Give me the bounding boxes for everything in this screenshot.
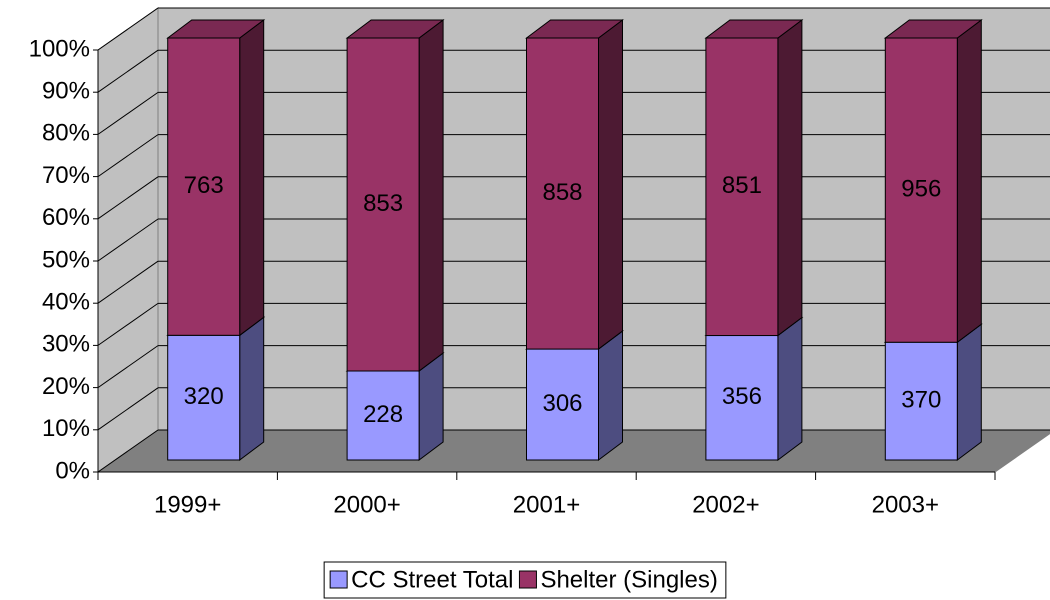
y-tick-label: 20% (42, 373, 90, 400)
bar (526, 348, 599, 461)
grid-line (97, 49, 159, 93)
grid-line (97, 134, 159, 178)
bar (705, 335, 779, 461)
legend-label: CC Street Total (351, 566, 513, 593)
y-tick-label: 30% (42, 331, 90, 358)
x-tick-label: 1999+ (154, 491, 221, 518)
grid-line (97, 218, 159, 262)
bar-side (777, 19, 803, 337)
grid-line (97, 7, 159, 51)
bar-side (777, 316, 803, 461)
y-tick-label: 100% (29, 35, 90, 62)
bar-side (418, 351, 444, 461)
x-tick-label: 2000+ (333, 491, 400, 518)
y-tick-label: 60% (42, 204, 90, 231)
y-tick-label: 10% (42, 415, 90, 442)
bar-side (956, 323, 982, 461)
bar-side (239, 19, 265, 337)
data-label: 370 (901, 386, 941, 413)
x-tick-label: 2002+ (692, 491, 759, 518)
bar-side (239, 316, 265, 461)
x-tick-label: 2001+ (513, 491, 580, 518)
data-label: 763 (184, 172, 224, 199)
bar (705, 37, 779, 337)
bar (884, 37, 958, 343)
data-label: 356 (722, 383, 762, 410)
bar-side (598, 330, 623, 461)
legend-label: Shelter (Singles) (540, 566, 717, 593)
data-label: 853 (363, 190, 403, 217)
bar-side (598, 19, 623, 351)
bar (884, 341, 958, 461)
data-label: 228 (363, 401, 403, 428)
grid-line (97, 429, 159, 473)
bar (346, 37, 420, 372)
bar-side (418, 19, 444, 372)
data-label: 851 (722, 172, 762, 199)
legend-swatch (518, 570, 537, 589)
y-tick-label: 80% (42, 120, 90, 147)
y-tick-label: 50% (42, 246, 90, 273)
y-tick-label: 70% (42, 162, 90, 189)
grid-line (97, 176, 159, 220)
bar (526, 37, 599, 350)
bar (167, 334, 241, 461)
data-label: 306 (542, 390, 582, 417)
grid-line (97, 302, 159, 346)
data-label: 858 (542, 179, 582, 206)
legend-swatch (329, 570, 348, 589)
data-label: 956 (901, 175, 941, 202)
data-label: 320 (184, 383, 224, 410)
bar-side (956, 19, 982, 344)
grid-line (97, 91, 159, 135)
bar (167, 37, 241, 336)
grid-line (97, 260, 159, 304)
bar (346, 370, 420, 461)
y-tick-label: 0% (55, 457, 90, 484)
x-tick-label: 2003+ (872, 491, 939, 518)
y-tick-label: 40% (42, 289, 90, 316)
grid-line (97, 387, 159, 431)
grid-line (97, 345, 159, 389)
y-tick-label: 90% (42, 78, 90, 105)
